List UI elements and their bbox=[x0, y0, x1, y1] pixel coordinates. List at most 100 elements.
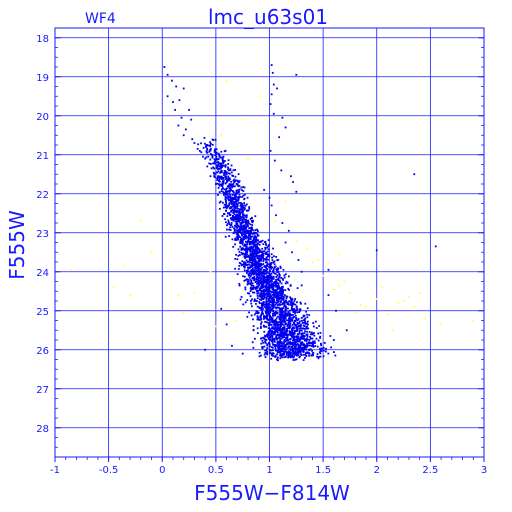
star-point bbox=[306, 333, 309, 336]
star-point bbox=[271, 71, 274, 74]
star-point bbox=[255, 236, 258, 238]
star-point bbox=[262, 304, 264, 307]
star-point bbox=[190, 118, 193, 121]
yellow-point bbox=[193, 292, 196, 295]
star-point bbox=[284, 300, 287, 303]
star-point bbox=[300, 317, 303, 319]
star-point bbox=[258, 302, 261, 305]
star-point bbox=[302, 324, 305, 327]
star-point bbox=[243, 186, 246, 189]
star-point bbox=[261, 296, 264, 299]
star-point bbox=[308, 349, 311, 352]
star-point bbox=[287, 313, 289, 316]
star-point bbox=[256, 261, 259, 264]
star-point bbox=[248, 233, 251, 235]
star-point bbox=[234, 202, 237, 205]
star-point bbox=[222, 162, 225, 164]
star-point bbox=[213, 161, 216, 164]
star-point bbox=[259, 287, 262, 289]
star-point bbox=[232, 196, 235, 199]
star-point bbox=[256, 295, 259, 297]
star-point bbox=[243, 228, 246, 231]
star-point bbox=[261, 346, 263, 349]
star-point bbox=[305, 310, 307, 313]
star-point bbox=[258, 271, 261, 273]
star-point bbox=[255, 278, 258, 281]
star-point bbox=[308, 339, 311, 341]
star-point bbox=[193, 142, 196, 144]
star-point bbox=[215, 171, 218, 174]
star-point bbox=[269, 336, 271, 339]
star-point bbox=[230, 221, 233, 224]
star-point bbox=[228, 228, 230, 231]
star-point bbox=[273, 321, 276, 324]
star-point bbox=[230, 185, 233, 188]
star-point bbox=[284, 311, 287, 313]
star-point bbox=[237, 219, 239, 222]
star-point bbox=[263, 269, 266, 271]
star-point bbox=[245, 230, 247, 233]
star-point bbox=[298, 311, 301, 314]
star-point bbox=[293, 327, 296, 330]
star-point bbox=[255, 272, 258, 274]
star-point bbox=[231, 208, 234, 211]
star-point bbox=[264, 281, 267, 284]
star-point bbox=[217, 194, 219, 196]
star-point bbox=[223, 170, 226, 172]
star-point bbox=[303, 343, 305, 346]
star-point bbox=[294, 319, 296, 322]
star-point bbox=[290, 343, 292, 345]
star-point bbox=[274, 326, 277, 328]
star-point bbox=[203, 142, 206, 145]
star-point bbox=[284, 317, 287, 320]
star-point bbox=[240, 239, 243, 242]
star-point bbox=[284, 322, 287, 325]
star-point bbox=[243, 265, 246, 268]
star-point bbox=[243, 197, 246, 200]
star-point bbox=[218, 154, 221, 157]
star-point bbox=[283, 313, 286, 316]
star-point bbox=[218, 207, 221, 210]
star-point bbox=[289, 320, 292, 323]
star-point bbox=[278, 136, 281, 139]
star-point bbox=[295, 354, 298, 357]
star-point bbox=[305, 340, 308, 342]
star-point bbox=[225, 181, 228, 184]
star-point bbox=[267, 291, 270, 294]
star-point bbox=[286, 330, 289, 333]
star-point bbox=[249, 237, 251, 240]
star-point bbox=[253, 256, 256, 258]
star-point bbox=[303, 347, 306, 350]
star-point bbox=[268, 312, 271, 315]
star-point bbox=[289, 284, 292, 287]
star-point bbox=[239, 298, 242, 301]
star-point bbox=[267, 330, 270, 333]
star-point bbox=[302, 350, 305, 353]
star-point bbox=[273, 272, 276, 275]
star-point bbox=[294, 358, 297, 361]
star-point bbox=[255, 287, 258, 289]
star-point bbox=[250, 302, 253, 305]
star-point bbox=[256, 300, 258, 302]
star-point bbox=[240, 237, 243, 240]
star-point bbox=[263, 285, 266, 288]
star-point bbox=[300, 348, 303, 350]
star-point bbox=[221, 183, 224, 186]
star-point bbox=[237, 268, 240, 270]
star-point bbox=[250, 282, 252, 285]
star-point bbox=[254, 244, 257, 246]
star-point bbox=[274, 303, 277, 306]
star-point bbox=[225, 176, 227, 178]
star-point bbox=[251, 341, 254, 344]
star-point bbox=[226, 179, 228, 182]
yellow-point bbox=[150, 251, 153, 254]
star-point bbox=[300, 327, 302, 330]
star-point bbox=[300, 333, 303, 336]
star-point bbox=[239, 228, 242, 231]
star-point bbox=[308, 352, 311, 355]
star-point bbox=[259, 281, 262, 284]
star-point bbox=[304, 353, 307, 356]
star-point bbox=[238, 208, 241, 211]
star-point bbox=[296, 352, 298, 354]
star-point bbox=[229, 226, 232, 229]
